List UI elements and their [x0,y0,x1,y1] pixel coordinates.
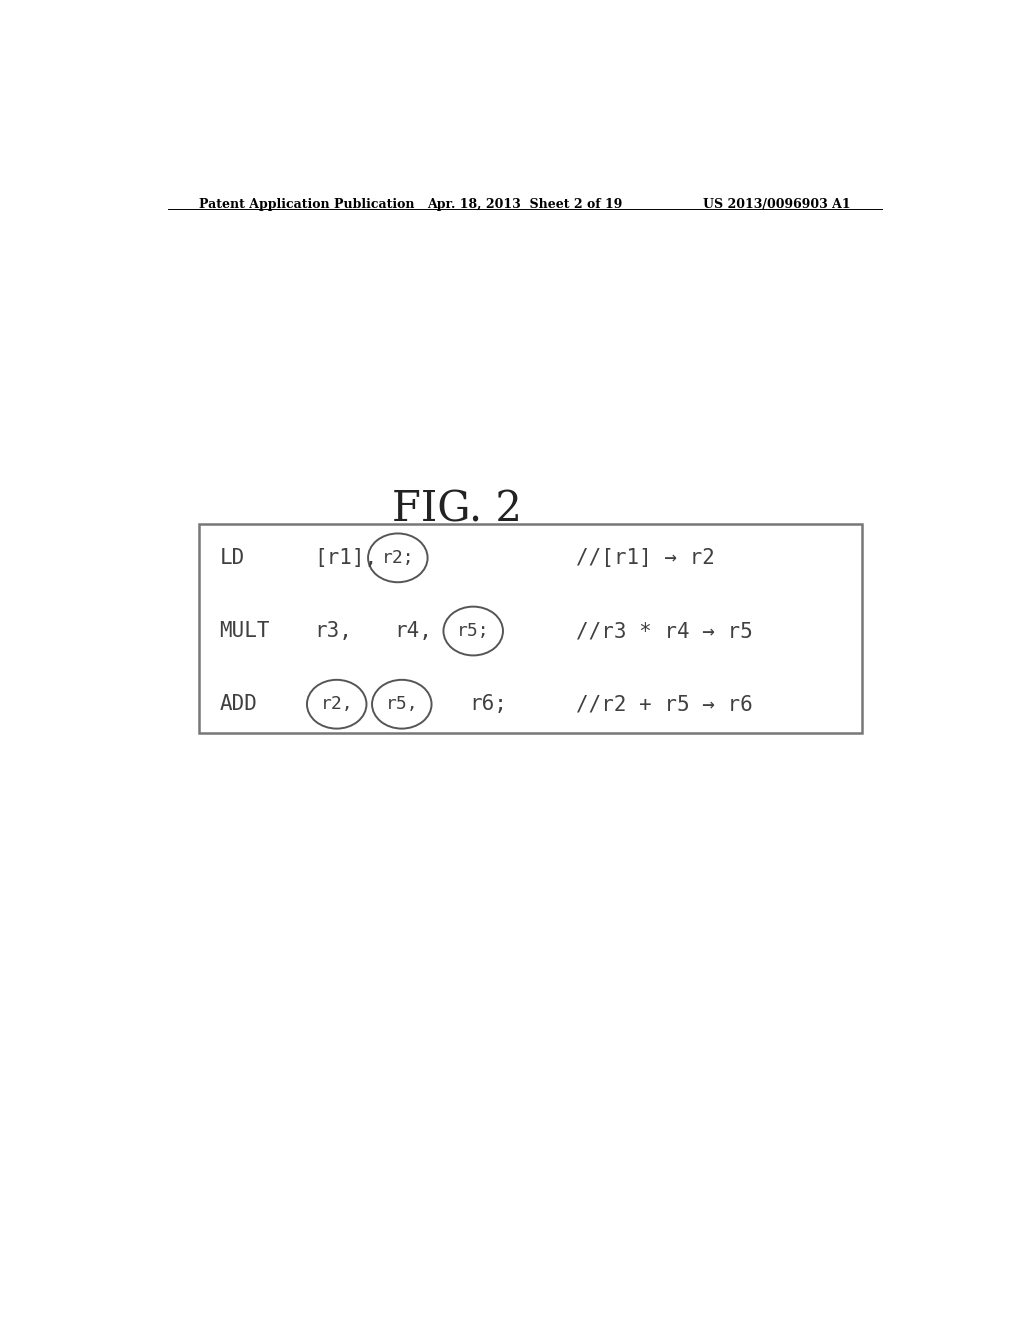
Text: MULT: MULT [219,620,269,642]
Text: r3,: r3, [314,620,352,642]
Text: r6;: r6; [469,694,507,714]
Text: r5;: r5; [457,622,489,640]
Text: //r3 * r4 → r5: //r3 * r4 → r5 [577,620,753,642]
Text: ADD: ADD [219,694,257,714]
Text: r2;: r2; [382,549,414,566]
Ellipse shape [307,680,367,729]
Ellipse shape [372,680,431,729]
Text: //r2 + r5 → r6: //r2 + r5 → r6 [577,694,753,714]
FancyBboxPatch shape [200,524,862,733]
Text: LD: LD [219,548,245,568]
Text: Patent Application Publication: Patent Application Publication [200,198,415,210]
Ellipse shape [443,607,503,656]
Text: r4,: r4, [394,620,432,642]
Text: r5,: r5, [385,696,418,713]
Text: r2,: r2, [321,696,353,713]
Text: US 2013/0096903 A1: US 2013/0096903 A1 [702,198,850,210]
Text: FIG. 2: FIG. 2 [392,488,522,531]
Text: Apr. 18, 2013  Sheet 2 of 19: Apr. 18, 2013 Sheet 2 of 19 [427,198,623,210]
Text: [r1],: [r1], [314,548,378,568]
Ellipse shape [368,533,428,582]
Text: //[r1] → r2: //[r1] → r2 [577,548,715,568]
